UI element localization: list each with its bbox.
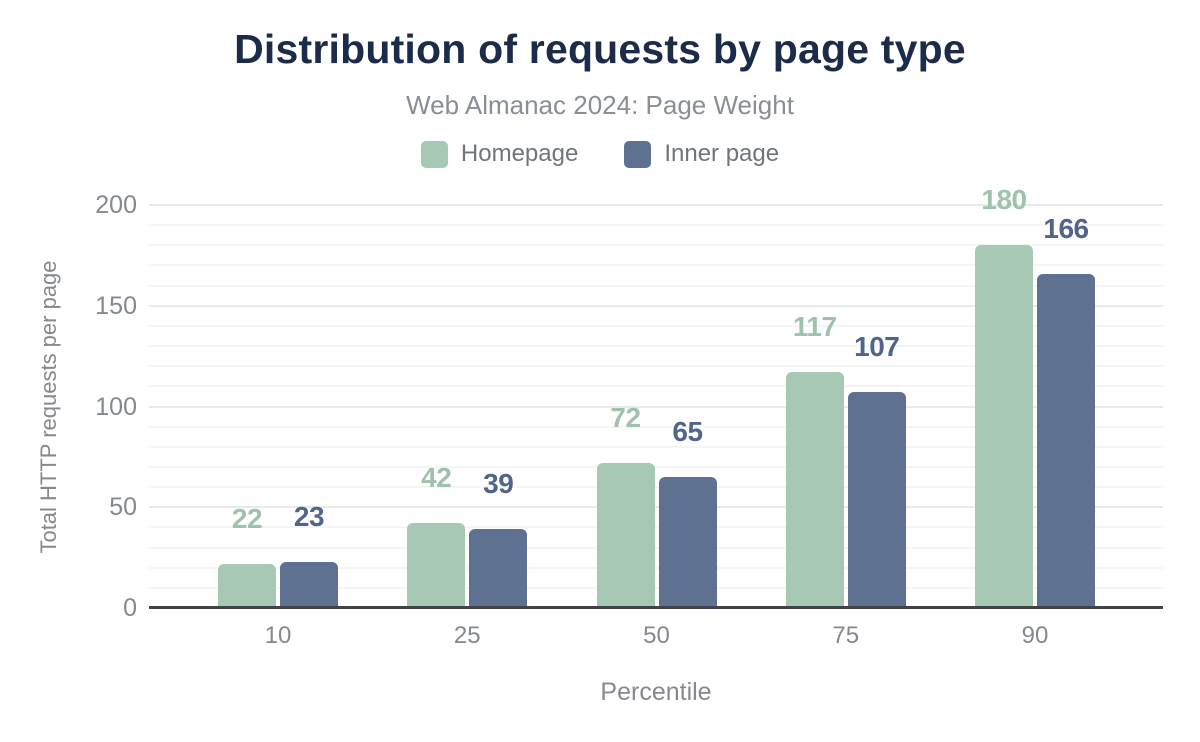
value-label-homepage-p25: 42	[421, 462, 452, 494]
bar-inner-page-p25[interactable]	[469, 529, 528, 608]
gridline-190	[149, 224, 1163, 227]
bar-inner-page-p50[interactable]	[658, 477, 717, 608]
x-axis-title: Percentile	[600, 678, 712, 706]
gridline-100	[149, 405, 1163, 408]
y-tick-100: 100	[95, 392, 137, 421]
gridline-120	[149, 365, 1163, 368]
gridline-150	[149, 304, 1163, 307]
bar-homepage-p50[interactable]	[596, 462, 655, 608]
y-tick-200: 200	[95, 191, 137, 219]
gridline-40	[149, 526, 1163, 529]
legend: Homepage Inner page	[0, 140, 1200, 168]
value-label-inner-page-p10: 23	[293, 500, 325, 532]
gridline-180	[149, 244, 1163, 247]
bar-inner-page-p90[interactable]	[1037, 273, 1095, 608]
value-label-homepage-p10: 22	[231, 502, 263, 534]
y-tick-50: 50	[109, 493, 137, 522]
legend-item-inner-page[interactable]: Inner page	[624, 140, 779, 168]
gridline-60	[149, 486, 1163, 489]
x-tick-10: 10	[264, 622, 292, 649]
chart-subtitle: Web Almanac 2024: Page Weight	[406, 90, 794, 120]
value-label-homepage-p75: 117	[792, 311, 837, 343]
value-label-inner-page-p50: 65	[672, 416, 703, 448]
bar-homepage-p10[interactable]	[218, 563, 276, 608]
gridline-110	[149, 385, 1163, 388]
y-tick-0: 0	[123, 594, 137, 622]
gridline-10	[149, 586, 1163, 589]
homepage-swatch-icon	[420, 140, 448, 168]
value-label-inner-page-p75: 107	[854, 331, 900, 363]
gridline-30	[149, 546, 1163, 549]
gridline-50	[149, 506, 1163, 509]
legend-label-inner-page: Inner page	[664, 140, 780, 167]
gridline-90	[149, 425, 1163, 428]
bar-inner-page-p75[interactable]	[847, 392, 906, 608]
value-label-inner-page-p90: 166	[1043, 212, 1089, 244]
plot-area: 22 23 10 42 39 25 72 65 50 117 107 75 180 166 90	[149, 186, 1163, 649]
bar-homepage-p90[interactable]	[975, 245, 1033, 608]
bar-homepage-p25[interactable]	[407, 523, 466, 608]
value-label-homepage-p90: 180	[981, 184, 1027, 216]
bar-inner-page-p10[interactable]	[280, 561, 338, 608]
gridline-170	[149, 264, 1163, 267]
gridline-130	[149, 345, 1163, 348]
gridline-20	[149, 566, 1163, 569]
gridline-200	[149, 204, 1163, 206]
value-label-inner-page-p25: 39	[483, 468, 514, 500]
legend-label-homepage: Homepage	[460, 140, 579, 167]
x-tick-75: 75	[832, 622, 860, 649]
gridline-140	[149, 324, 1163, 327]
chart-title: Distribution of requests by page type	[234, 26, 966, 72]
gridline-80	[149, 445, 1163, 448]
gridline-160	[149, 284, 1163, 287]
y-tick-150: 150	[95, 291, 137, 320]
gridline-70	[149, 465, 1163, 468]
value-label-homepage-p50: 72	[610, 401, 641, 433]
bar-homepage-p75[interactable]	[785, 372, 844, 608]
inner-page-swatch-icon	[624, 140, 652, 168]
x-axis-line	[149, 606, 1163, 609]
x-tick-50: 50	[643, 622, 670, 649]
legend-item-homepage[interactable]: Homepage	[420, 140, 579, 168]
x-tick-90: 90	[1021, 622, 1049, 649]
x-tick-25: 25	[453, 622, 481, 649]
